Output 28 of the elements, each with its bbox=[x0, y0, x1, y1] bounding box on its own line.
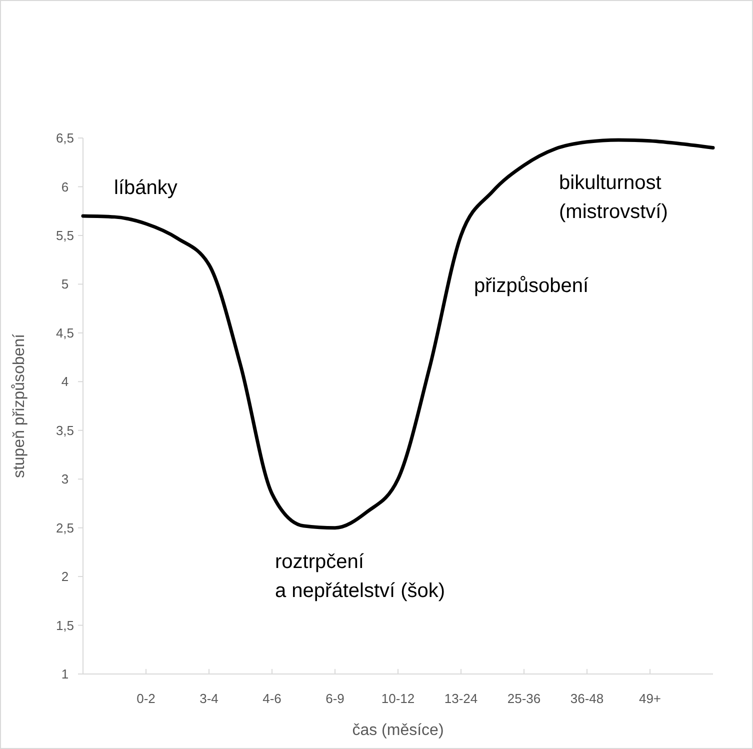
y-tick-label: 1 bbox=[61, 666, 69, 682]
x-tick-label: 36-48 bbox=[570, 691, 604, 706]
y-tick-label: 4 bbox=[61, 374, 69, 390]
x-tick-label: 10-12 bbox=[381, 691, 415, 706]
y-tick-label: 5,5 bbox=[56, 228, 74, 244]
y-tick-label: 5 bbox=[61, 276, 69, 292]
x-tick-label: 0-2 bbox=[136, 691, 156, 706]
x-tick-label: 49+ bbox=[638, 691, 662, 706]
line-series bbox=[81, 138, 715, 530]
x-tick-label: 6-9 bbox=[326, 691, 344, 706]
annotation: přizpůsobení bbox=[474, 275, 589, 297]
y-tick-label: 2 bbox=[61, 569, 69, 584]
y-tick-label: 4,5 bbox=[56, 325, 74, 340]
x-tick-label: 3-4 bbox=[200, 691, 218, 706]
y-tick-label: 1,5 bbox=[56, 618, 74, 633]
y-tick-label: 3 bbox=[61, 472, 69, 487]
y-axis-title: stupeň přizpůsobení bbox=[11, 333, 28, 478]
annotation: bikulturnost (mistrovství) bbox=[559, 172, 668, 223]
x-tick-label: 13-24 bbox=[444, 691, 478, 706]
y-tick-label: 6 bbox=[61, 179, 69, 194]
y-tick-label: 6,5 bbox=[56, 130, 74, 146]
x-axis-title: čas (měsíce) bbox=[352, 722, 444, 739]
y-tick-label: 3,5 bbox=[56, 422, 74, 438]
annotation: roztrpčení a nepřátelství (šok) bbox=[275, 551, 446, 602]
y-tick-label: 2,5 bbox=[56, 520, 74, 536]
annotation: líbánky bbox=[114, 177, 178, 199]
x-tick-label: 25-36 bbox=[507, 691, 541, 706]
x-tick-label: 4-6 bbox=[262, 691, 282, 706]
